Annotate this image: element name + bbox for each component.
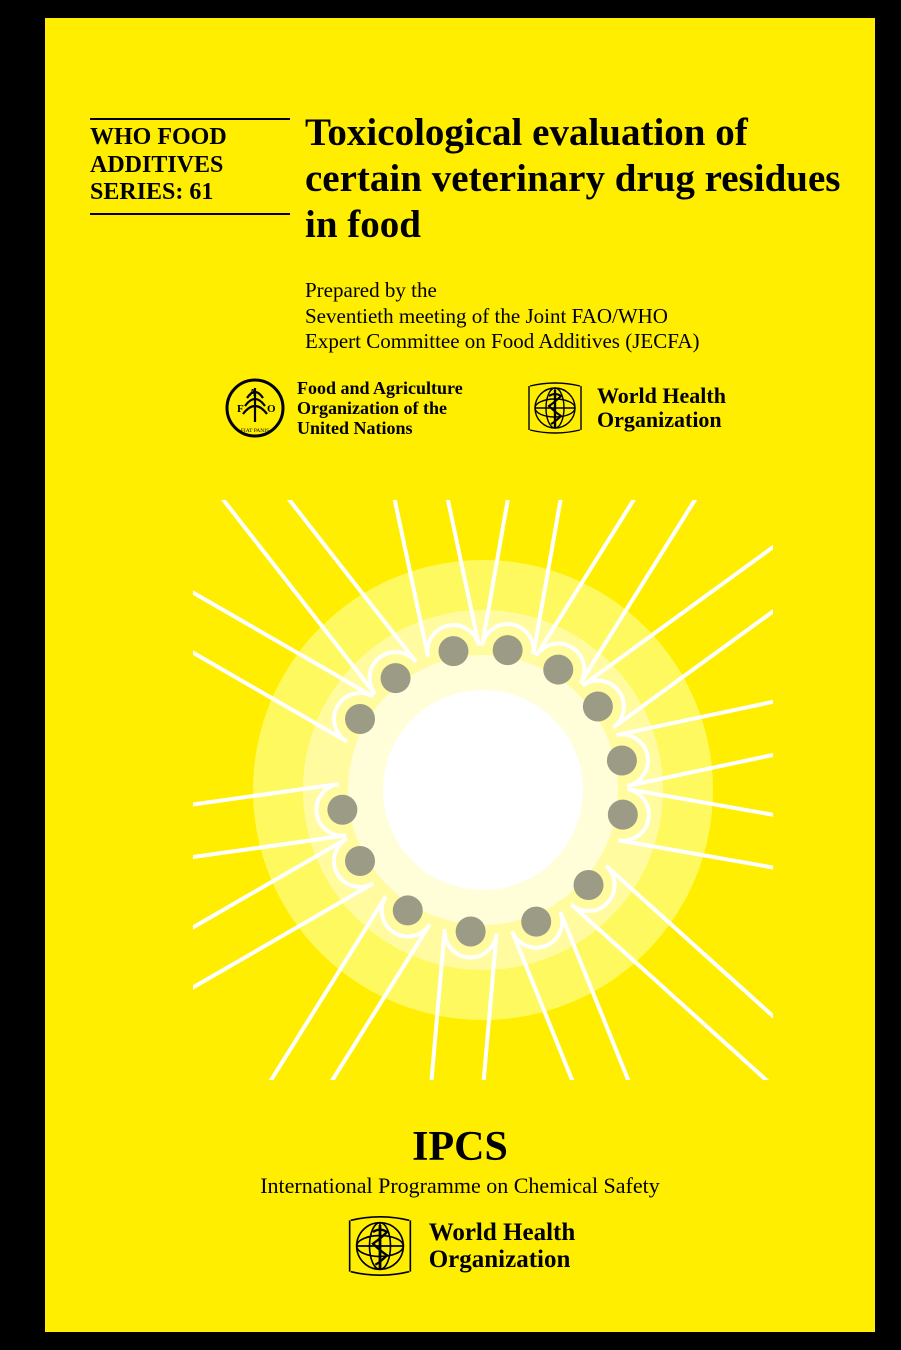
series-line: ADDITIVES [90,152,290,180]
who-bottom-name: World Health Organization [429,1219,576,1274]
ipcs-block: IPCS International Programme on Chemical… [45,1123,875,1286]
who-line: Organization [597,408,726,432]
prepared-line: Seventieth meeting of the Joint FAO/WHO [305,304,845,330]
svg-text:FIAT PANIS: FIAT PANIS [241,428,269,434]
who-logo-icon [345,1211,415,1281]
main-title: Toxicological evaluation of certain vete… [305,110,845,248]
who-line: Organization [429,1246,576,1274]
svg-text:O: O [267,403,276,415]
who-line: World Health [597,384,726,408]
logo-row: F O A FIAT PANIS Food and Agriculture Or… [225,378,865,438]
prepared-line: Prepared by the [305,278,845,304]
svg-text:A: A [249,388,257,399]
cover-graphic [193,500,773,1080]
svg-text:F: F [237,403,244,415]
prepared-line: Expert Committee on Food Additives (JECF… [305,329,845,355]
prepared-by: Prepared by the Seventieth meeting of th… [305,278,845,355]
series-box: WHO FOOD ADDITIVES SERIES: 61 [90,118,290,215]
series-line: SERIES: 61 [90,179,290,207]
fao-line: Food and Agriculture [297,378,477,398]
who-name: World Health Organization [597,384,726,432]
who-line: World Health [429,1219,576,1247]
fao-logo-icon: F O A FIAT PANIS [225,378,285,438]
fao-name: Food and Agriculture Organization of the… [297,378,477,438]
who-block: World Health Organization [525,378,726,438]
who-logo-icon [525,378,585,438]
ipcs-subtitle: International Programme on Chemical Safe… [45,1173,875,1199]
ipcs-title: IPCS [45,1123,875,1171]
series-line: WHO FOOD [90,124,290,152]
fao-line: United Nations [297,418,477,438]
who-bottom-block: World Health Organization [345,1211,576,1281]
fao-line: Organization of the [297,398,477,418]
fao-block: F O A FIAT PANIS Food and Agriculture Or… [225,378,477,438]
cover-page: WHO FOOD ADDITIVES SERIES: 61 Toxicologi… [45,18,875,1332]
